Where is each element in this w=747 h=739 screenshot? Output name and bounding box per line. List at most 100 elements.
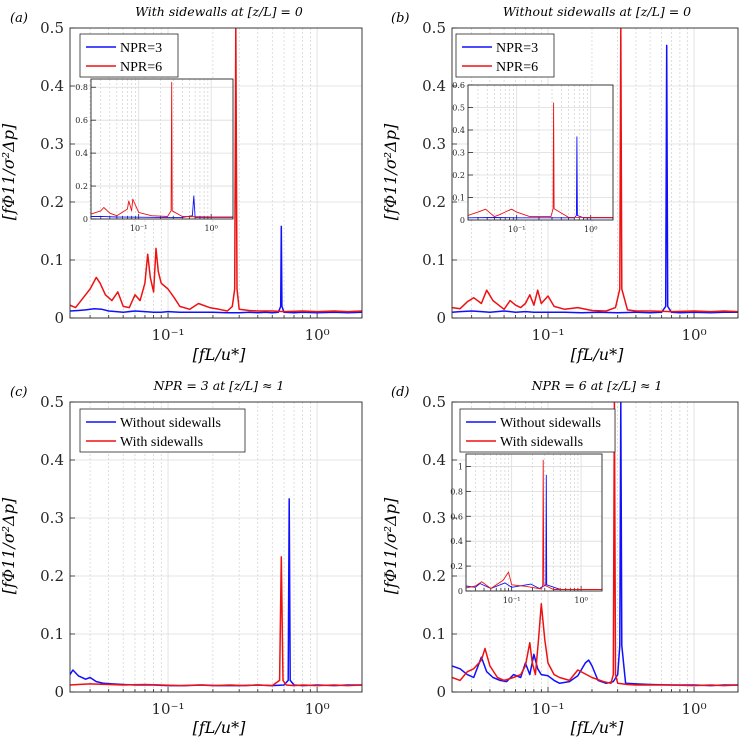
series-line-npr-6 [468,102,613,218]
panel-label: (a) [10,11,28,26]
y-tick-label: 0.1 [40,251,64,269]
y-tick-label: 0.5 [40,19,64,37]
panel-b: (b) Without sidewalls at [z/L] = 0 [fL/u… [381,4,739,364]
y-tick-label: 0.2 [422,567,446,585]
y-tick-label: 0.4 [75,149,88,158]
legend-entry: Without sidewalls [500,416,601,431]
y-tick-label: 0 [458,587,463,596]
y-tick-label: 0 [54,309,64,327]
inset-frame [465,453,603,592]
x-tick-label: 10⁰ [305,326,330,344]
axes-frame [69,27,363,319]
panel-label: (d) [391,385,409,400]
y-tick-label: 1 [458,462,463,471]
inset-series-group [91,81,233,218]
series-line-npr-3 [468,136,613,219]
inset-frame [90,78,234,220]
series-group [70,28,362,314]
inset-series-group [468,102,613,219]
legend: Without sidewalls With sidewalls [79,408,246,453]
y-tick-label: 0.4 [450,537,463,546]
panel-label: (c) [10,385,27,400]
series-line-with-sidewalls [70,556,362,687]
panel-label: (b) [391,11,409,26]
legend-entry: NPR=6 [496,60,538,75]
y-tick-label: 0.6 [450,512,463,521]
legend: Without sidewalls With sidewalls [459,408,616,453]
series-line-npr-6 [452,28,738,313]
series-line-npr-6 [70,28,362,313]
series-line-with-sidewalls [452,402,738,687]
y-tick-label: 0 [436,309,446,327]
y-tick-label: 0.2 [422,193,446,211]
y-tick-label: 0.8 [75,83,88,92]
y-tick-label: 0.6 [452,81,465,90]
x-tick-label: 10⁰ [204,224,217,233]
y-tick-label: 0.3 [422,509,446,527]
x-tick-label: 10⁻¹ [532,326,565,344]
x-tick-label: 10⁻¹ [532,700,565,718]
y-tick-label: 0.1 [422,251,446,269]
y-tick-label: 0.4 [40,451,64,469]
y-axis-label: [fΦ11/σ²Δp] [0,497,18,594]
y-tick-label: 0.2 [40,567,64,585]
legend-box [455,33,555,78]
y-tick-label: 0 [54,683,64,701]
series-line-npr-3 [70,225,362,314]
inset-axes: 0 0.1 0.2 0.3 0.4 0.5 0.6 10⁻¹ 10⁰ [452,81,614,234]
panel-a: (a) With sidewalls at [z/L] = 0 [fL/u*] … [0,4,363,364]
series-group [452,402,738,687]
series-line-npr-3 [452,44,738,314]
x-tick-label: 10⁻¹ [152,326,185,344]
y-tick-label: 0.3 [40,509,64,527]
x-tick-label: 10⁰ [305,700,330,718]
legend: NPR=3 NPR=6 [79,33,179,78]
panel-title: NPR = 6 at [z/L] ≈ 1 [531,378,663,393]
legend-entry: NPR=3 [120,41,162,56]
y-tick-label: 0.5 [40,393,64,411]
axes-frame [451,27,739,319]
y-axis-label: [fΦ11/σ²Δp] [0,123,18,220]
legend-box [79,408,246,453]
legend-entry: NPR=3 [496,41,538,56]
series-line-npr-6 [91,81,233,218]
inset-frame [467,84,614,221]
y-tick-label: 0.8 [450,487,463,496]
y-tick-label: 0.5 [422,393,446,411]
inset-background [466,454,602,591]
y-tick-label: 0.3 [422,135,446,153]
y-axis-label: [fΦ11/σ²Δp] [381,123,400,220]
x-tick-label: 10⁻¹ [152,700,185,718]
inset-series-group [466,459,602,590]
series-line-without-sidewalls [466,474,602,590]
x-axis-label: [fL/u*] [193,345,246,364]
legend-entry: With sidewalls [500,435,583,450]
inset-background [91,79,233,219]
y-tick-label: 0.4 [422,451,446,469]
series-group [452,28,738,314]
x-tick-label: 10⁰ [574,596,587,605]
inset-axes: 0 0.2 0.4 0.6 0.8 1 10⁻¹ 10⁰ [450,453,603,605]
y-tick-label: 0 [460,216,465,225]
legend-entry: Without sidewalls [120,416,221,431]
panel-title: Without sidewalls at [z/L] = 0 [503,4,691,19]
y-tick-label: 0.4 [422,77,446,95]
x-tick-label: 10⁻¹ [503,596,521,605]
y-tick-label: 0.1 [452,194,465,203]
y-tick-label: 0.5 [452,104,465,113]
y-tick-label: 0.4 [40,77,64,95]
inset-axes: 0 0.2 0.4 0.6 0.8 10⁻¹ 10⁰ [75,78,234,233]
y-tick-label: 0.3 [452,149,465,158]
series-line-with-sidewalls [466,459,602,590]
x-axis-label: [fL/u*] [193,718,246,737]
legend: NPR=3 NPR=6 [455,33,555,78]
x-axis-label: [fL/u*] [571,718,624,737]
legend-box [459,408,616,453]
x-tick-label: 10⁰ [584,225,597,234]
axes-frame [69,401,363,693]
y-tick-label: 0.1 [422,625,446,643]
x-tick-label: 10⁻¹ [508,225,526,234]
panel-d: (d) NPR = 6 at [z/L] ≈ 1 [fL/u*] [fΦ11/σ… [381,378,739,737]
legend-entry: NPR=6 [120,60,162,75]
